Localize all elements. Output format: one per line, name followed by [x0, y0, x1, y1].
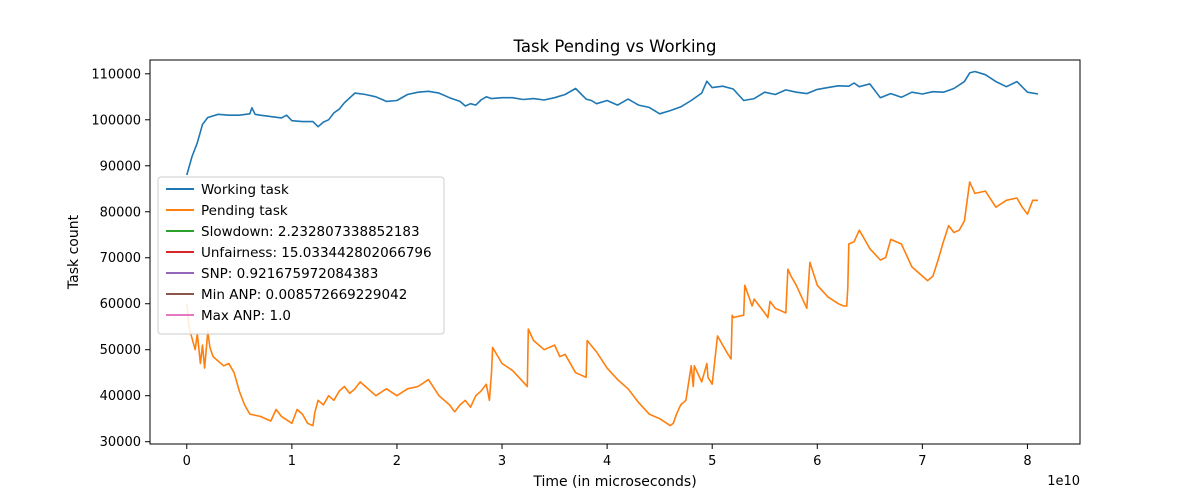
x-tick-label: 0	[183, 454, 191, 469]
legend-label: Unfairness: 15.033442802066796	[201, 245, 432, 261]
y-tick-label: 60000	[100, 297, 141, 312]
legend-box	[157, 176, 445, 335]
legend-label: Max ANP: 1.0	[201, 308, 291, 324]
x-tick-label: 1	[288, 454, 296, 469]
y-tick-label: 100000	[91, 113, 141, 128]
y-tick-label: 80000	[100, 205, 141, 220]
x-tick-label: 2	[393, 454, 401, 469]
legend-label: Slowdown: 2.232807338852183	[201, 224, 420, 240]
series-line-1	[186, 181, 1038, 427]
legend-label: SNP: 0.921675972084383	[201, 266, 378, 282]
y-tick-label: 70000	[100, 251, 141, 266]
y-axis-title: Task count	[66, 214, 82, 290]
y-tick-label: 40000	[100, 389, 141, 404]
y-axis: 30000 40000 50000 60000 70000 80000 90000 10000…	[91, 67, 150, 450]
legend-label: Pending task	[201, 203, 288, 219]
legend-label: Working task	[201, 182, 289, 198]
x-tick-label: 4	[603, 454, 611, 469]
legend: Working task Pending task Slowdown: 2.2328…	[157, 176, 445, 335]
x-tick-label: 5	[708, 454, 716, 469]
y-tick-label: 110000	[91, 67, 141, 82]
plot-frame	[149, 59, 1081, 445]
x-tick-label: 3	[498, 454, 506, 469]
x-tick-label: 8	[1023, 454, 1031, 469]
y-tick-label: 90000	[100, 159, 141, 174]
legend-label: Min ANP: 0.008572669229042	[201, 287, 407, 303]
series-line-0	[186, 70, 1039, 176]
x-tick-label: 6	[813, 454, 821, 469]
x-axis-title: Time (in microseconds)	[532, 474, 696, 490]
y-tick-label: 30000	[100, 435, 141, 450]
x-axis: 0 1 2 3 4 5 6 7 8	[183, 444, 1032, 469]
chart-title: Task Pending vs Working	[513, 37, 717, 56]
x-axis-multiplier: 1e10	[1047, 474, 1080, 489]
x-tick-label: 7	[918, 454, 926, 469]
y-tick-label: 50000	[100, 343, 141, 358]
